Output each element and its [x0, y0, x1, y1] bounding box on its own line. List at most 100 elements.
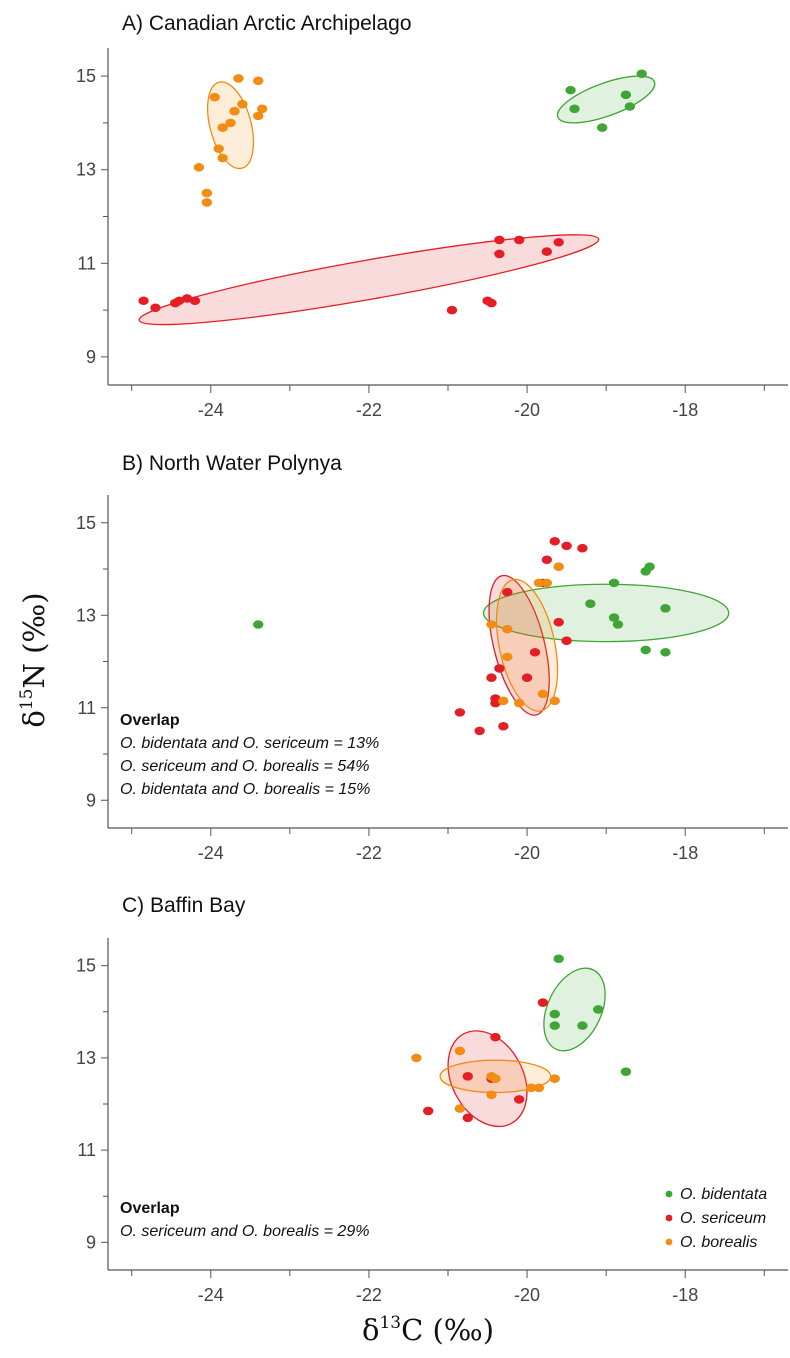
point-o-borealis	[525, 1083, 537, 1093]
y-tick-label: 15	[76, 66, 96, 86]
y-tick-label: 11	[77, 1140, 96, 1160]
point-o-borealis	[193, 163, 205, 172]
ellipse-o-bidentata	[543, 967, 606, 1052]
point-o-bidentata	[608, 613, 620, 622]
x-tick-label: -22	[356, 400, 382, 420]
point-o-borealis	[454, 1104, 466, 1113]
point-o-sericeum	[513, 1095, 525, 1104]
x-axis-title: δ13C (‰)	[362, 1313, 494, 1347]
point-o-bidentata	[640, 645, 651, 655]
point-o-borealis	[533, 1083, 545, 1093]
legend-label-o-borealis: O. borealis	[680, 1234, 757, 1251]
point-o-borealis	[502, 624, 513, 634]
chart-panel-2: B) North Water Polynya -24 -22 -20 -18 9 11 13 1…	[76, 452, 788, 863]
point-o-borealis	[533, 578, 545, 588]
point-o-sericeum	[553, 237, 564, 247]
point-o-borealis	[549, 696, 560, 706]
point-o-borealis	[513, 698, 525, 708]
panel-title: A) Canadian Arctic Archipelago	[122, 12, 412, 35]
point-o-borealis	[217, 123, 228, 132]
point-o-borealis	[411, 1053, 422, 1063]
point-o-borealis	[217, 153, 228, 163]
point-o-bidentata	[660, 604, 671, 613]
point-o-bidentata	[608, 578, 620, 588]
overlap-line: O. bidentata and O. sericeum = 13%	[120, 735, 379, 752]
y-tick-label: 13	[76, 160, 96, 180]
x-tick-label: -20	[514, 400, 540, 420]
legend-marker-o-sericeum	[665, 1214, 673, 1222]
y-tick-label: 9	[86, 347, 96, 367]
point-o-sericeum	[446, 305, 458, 315]
x-tick-label: -18	[672, 1285, 698, 1305]
point-o-borealis	[225, 118, 236, 128]
point-o-sericeum	[498, 721, 509, 731]
point-o-bidentata	[585, 599, 596, 608]
point-o-borealis	[502, 652, 513, 662]
point-o-borealis	[253, 111, 264, 121]
panel-title: B) North Water Polynya	[122, 452, 342, 475]
y-tick-label: 15	[76, 513, 96, 533]
point-o-bidentata	[644, 562, 655, 571]
overlap-title: Overlap	[120, 712, 180, 729]
point-o-borealis	[237, 99, 248, 109]
point-o-borealis	[233, 74, 244, 83]
point-o-borealis	[213, 144, 224, 153]
chart-panel-3: C) Baffin Bay -24 -22 -20 -18 9 11 13 15 Overlap O…	[76, 894, 788, 1305]
panel-title: C) Baffin Bay	[122, 894, 246, 917]
point-o-borealis	[253, 76, 264, 86]
y-tick-label: 9	[86, 790, 96, 810]
point-o-borealis	[549, 1074, 560, 1083]
point-o-sericeum	[529, 647, 541, 657]
y-tick-label: 11	[77, 253, 96, 273]
point-o-bidentata	[565, 85, 576, 95]
chart-panel-1: A) Canadian Arctic Archipelago -24 -22 -20 -…	[76, 12, 788, 420]
point-o-bidentata	[596, 123, 608, 132]
point-o-borealis	[256, 104, 268, 114]
x-tick-label: -18	[672, 843, 698, 863]
point-o-bidentata	[569, 104, 580, 114]
y-tick-label: 13	[76, 605, 96, 625]
overlap-line: O. sericeum and O. borealis = 54%	[120, 758, 369, 775]
legend: O. bidentata O. sericeum O. borealis	[665, 1186, 767, 1251]
y-axis-title-main: N (‰)	[17, 592, 51, 688]
point-o-sericeum	[462, 1113, 473, 1123]
x-tick-label: -18	[672, 400, 698, 420]
point-o-sericeum	[494, 235, 505, 245]
point-o-sericeum	[490, 698, 501, 708]
point-o-sericeum	[577, 543, 588, 553]
point-o-sericeum	[502, 587, 513, 597]
y-axis-title-superscript: 15	[17, 689, 37, 711]
point-o-bidentata	[253, 620, 264, 629]
overlap-title: Overlap	[120, 1200, 180, 1217]
point-o-bidentata	[549, 1009, 560, 1019]
overlap-line: O. sericeum and O. borealis = 29%	[120, 1223, 369, 1240]
point-o-sericeum	[181, 294, 193, 303]
legend-marker-o-borealis	[665, 1238, 673, 1246]
point-o-bidentata	[620, 1067, 632, 1077]
point-o-borealis	[486, 1090, 497, 1100]
point-o-sericeum	[513, 235, 525, 245]
x-tick-label: -20	[514, 1285, 540, 1305]
ellipse-o-sericeum	[488, 574, 550, 716]
point-o-sericeum	[490, 1032, 501, 1042]
x-tick-label: -22	[356, 1285, 382, 1305]
y-tick-label: 9	[86, 1232, 96, 1252]
point-o-borealis	[541, 578, 553, 588]
point-o-borealis	[553, 562, 564, 571]
point-o-borealis	[201, 198, 213, 207]
point-o-sericeum	[486, 298, 497, 308]
point-o-sericeum	[170, 298, 181, 308]
point-o-borealis	[229, 106, 240, 116]
x-axis-title-main: C (‰)	[401, 1313, 494, 1347]
x-tick-label: -20	[514, 843, 540, 863]
point-o-borealis	[537, 689, 549, 699]
point-o-sericeum	[561, 636, 572, 645]
point-o-bidentata	[624, 102, 636, 111]
point-o-sericeum	[549, 536, 560, 546]
point-o-borealis	[498, 696, 509, 706]
x-tick-label: -22	[356, 843, 382, 863]
point-o-bidentata	[593, 1005, 604, 1014]
ellipse-o-borealis	[495, 578, 559, 712]
point-o-sericeum	[189, 296, 201, 306]
point-o-sericeum	[454, 708, 466, 717]
